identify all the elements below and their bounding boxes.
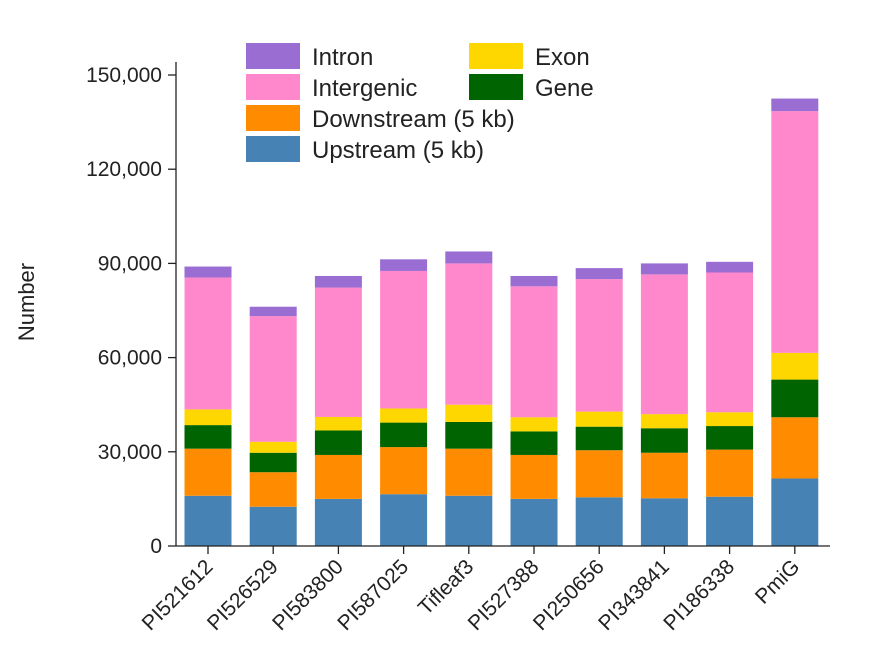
- bar-pi343841-downstream-5-kb: [640, 452, 688, 499]
- bar-pmig-intergenic: [771, 111, 819, 353]
- bar-pi186338-exon: [706, 412, 754, 427]
- bar-pi186338-upstream-5-kb: [706, 496, 754, 546]
- x-tick-label: PI587025: [333, 555, 413, 635]
- bar-pi527388-upstream-5-kb: [510, 498, 558, 546]
- bar-pmig-exon: [771, 352, 819, 380]
- x-tick-label: PI583800: [268, 555, 348, 635]
- x-tick-label: PI526529: [203, 555, 283, 635]
- bar-pi527388-intron: [510, 275, 558, 287]
- legend-swatch-intergenic: [246, 74, 300, 100]
- x-tick-label: Tifleaf3: [414, 555, 478, 619]
- x-tick-label: PI527388: [464, 555, 544, 635]
- legend-label-intergenic: Intergenic: [312, 75, 417, 102]
- bar-pi587025-exon: [380, 408, 428, 423]
- bar-pi587025-intergenic: [380, 270, 428, 409]
- bar-pi250656-gene: [575, 426, 623, 451]
- legend-swatch-intron: [246, 43, 300, 69]
- bar-pi526529-upstream-5-kb: [249, 506, 297, 546]
- y-tick-label: 30,000: [98, 441, 162, 464]
- bar-pi250656-intron: [575, 268, 623, 280]
- bars: [184, 98, 819, 546]
- bar-pi521612-intron: [184, 266, 232, 278]
- legend-label-upstream-5-kb: Upstream (5 kb): [312, 137, 484, 164]
- bar-pi343841-upstream-5-kb: [640, 498, 688, 546]
- y-tick-label: 60,000: [98, 347, 162, 370]
- legend-label-gene: Gene: [535, 75, 594, 102]
- legend-swatch-downstream-5-kb: [246, 105, 300, 131]
- bar-pi583800-exon: [314, 416, 362, 431]
- legend-swatch-upstream-5-kb: [246, 136, 300, 162]
- bar-pi527388-gene: [510, 431, 558, 455]
- bar-pi526529-intergenic: [249, 316, 297, 442]
- y-axis: 0 30,000 60,000 90,000 120,000 150,000: [86, 62, 177, 558]
- bar-pi587025-intron: [380, 259, 428, 271]
- bar-pi526529-downstream-5-kb: [249, 472, 297, 507]
- y-tick-label: 150,000: [86, 64, 162, 87]
- bar-pi343841-gene: [640, 428, 688, 453]
- bar-pi343841-intergenic: [640, 274, 688, 415]
- legend-label-exon: Exon: [535, 44, 590, 71]
- bar-pi186338-downstream-5-kb: [706, 449, 754, 497]
- bar-pi583800-gene: [314, 430, 362, 455]
- bar-pi526529-intron: [249, 306, 297, 317]
- bar-pmig-upstream-5-kb: [771, 478, 819, 546]
- bar-pi527388-intergenic: [510, 286, 558, 418]
- bar-pi521612-exon: [184, 409, 232, 426]
- legend-swatch-exon: [469, 43, 523, 69]
- legend-label-downstream-5-kb: Downstream (5 kb): [312, 106, 515, 133]
- legend-swatch-gene: [469, 74, 523, 100]
- bar-pi250656-exon: [575, 411, 623, 427]
- bar-pi250656-downstream-5-kb: [575, 450, 623, 498]
- y-tick-label: 90,000: [98, 252, 162, 275]
- x-tick-label: PI186338: [659, 555, 739, 635]
- bar-pi587025-gene: [380, 422, 428, 448]
- bar-pi186338-intron: [706, 261, 754, 273]
- bar-pmig-gene: [771, 379, 819, 418]
- bar-tifleaf3-downstream-5-kb: [445, 448, 493, 496]
- bar-pi250656-upstream-5-kb: [575, 497, 623, 546]
- bar-tifleaf3-intron: [445, 251, 493, 264]
- bar-pi343841-intron: [640, 263, 688, 275]
- bar-pi521612-upstream-5-kb: [184, 495, 232, 546]
- x-tick-label: PmiG: [751, 555, 804, 608]
- bar-pi587025-upstream-5-kb: [380, 494, 428, 546]
- bar-pi527388-downstream-5-kb: [510, 454, 558, 499]
- y-axis-title: Number: [14, 263, 39, 341]
- bar-pi587025-downstream-5-kb: [380, 447, 428, 495]
- bar-tifleaf3-upstream-5-kb: [445, 495, 493, 546]
- bar-pi583800-upstream-5-kb: [314, 498, 362, 546]
- bar-pi521612-downstream-5-kb: [184, 448, 232, 496]
- bar-pmig-intron: [771, 98, 819, 112]
- bar-pi186338-intergenic: [706, 272, 754, 413]
- bar-tifleaf3-intergenic: [445, 263, 493, 405]
- bar-tifleaf3-exon: [445, 404, 493, 422]
- bar-pi583800-intron: [314, 275, 362, 288]
- bar-pi526529-gene: [249, 452, 297, 473]
- bar-pi527388-exon: [510, 417, 558, 432]
- bar-pi583800-downstream-5-kb: [314, 454, 362, 499]
- y-tick-label: 120,000: [86, 158, 162, 181]
- bar-pi521612-gene: [184, 425, 232, 449]
- bar-pi186338-gene: [706, 426, 754, 450]
- x-tick-label: PI521612: [138, 555, 218, 635]
- bar-pi343841-exon: [640, 414, 688, 429]
- legend-label-intron: Intron: [312, 44, 373, 71]
- bar-pi583800-intergenic: [314, 287, 362, 417]
- bar-pmig-downstream-5-kb: [771, 417, 819, 479]
- y-tick-label: 0: [150, 535, 162, 558]
- bar-pi250656-intergenic: [575, 279, 623, 412]
- bar-tifleaf3-gene: [445, 421, 493, 449]
- bar-pi521612-intergenic: [184, 277, 232, 410]
- bar-pi526529-exon: [249, 441, 297, 453]
- legend: Intron Exon Intergenic Gene Downstream (5 kb…: [246, 43, 594, 164]
- x-tick-label: PI343841: [594, 555, 674, 635]
- x-tick-label: PI250656: [529, 555, 609, 635]
